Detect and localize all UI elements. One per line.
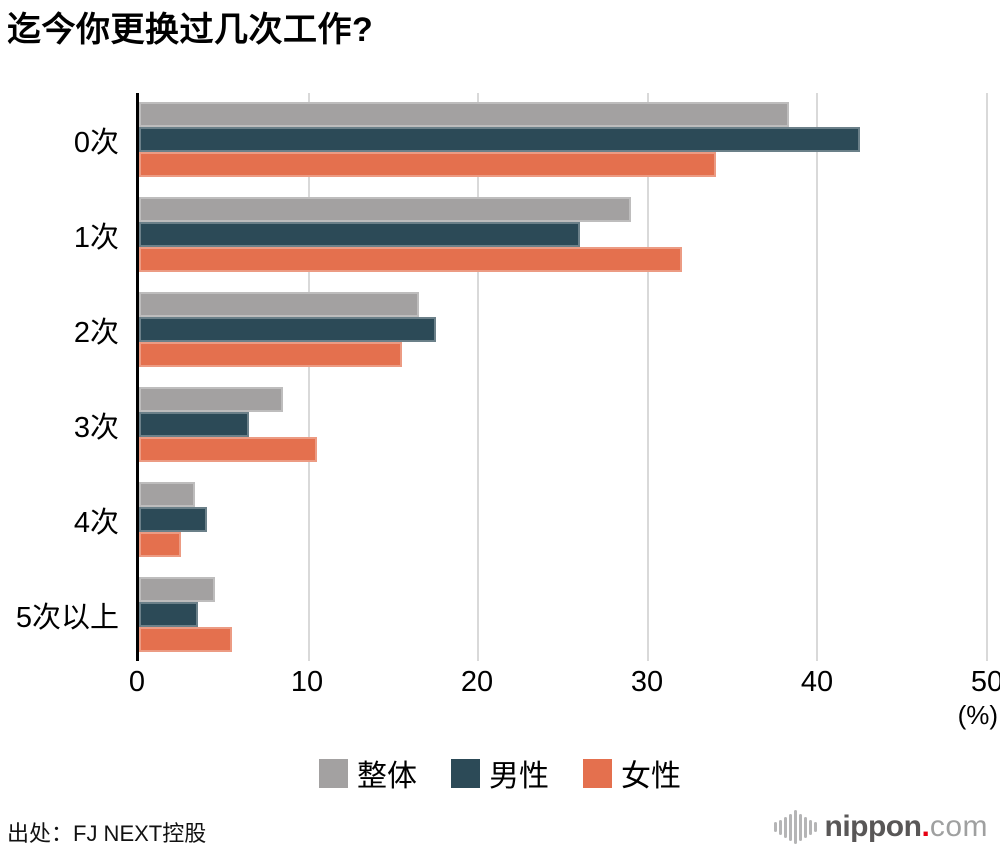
bar-女性-3次 [139,437,318,462]
bar-女性-1次 [139,247,682,272]
bar-男性-5次以上 [139,602,199,627]
legend-swatch-female [583,758,612,788]
legend-swatch-overall [319,758,348,788]
category-label-1次: 1次 [73,221,119,254]
logo-text-nippon: nippon [824,810,922,843]
bar-整体-5次以上 [139,577,216,602]
logo-wordmark: nippon.com [825,810,989,844]
legend-item-male: 男性 [451,751,549,795]
category-label-5次以上: 5次以上 [15,601,119,634]
bar-整体-2次 [139,292,419,317]
logo-dot: . [921,810,930,843]
gridline-40 [816,93,819,661]
bar-男性-0次 [139,127,860,152]
x-tick-label-50: 50 [970,666,1000,698]
category-label-2次: 2次 [73,316,119,349]
bar-男性-1次 [139,222,580,247]
gridline-50 [986,93,988,661]
bar-女性-4次 [139,532,182,557]
legend-item-overall: 整体 [319,751,417,795]
x-tick-label-0: 0 [128,666,146,698]
legend-label-overall: 整体 [357,760,417,793]
bar-男性-2次 [139,317,436,342]
legend-item-female: 女性 [583,751,681,795]
bar-男性-3次 [139,412,250,437]
nippon-waveform-icon [773,808,817,846]
legend-swatch-male [451,758,480,788]
legend-label-female: 女性 [621,760,681,793]
x-tick-label-30: 30 [630,666,664,698]
nippon-logo: nippon.com [773,808,989,846]
source-text: 出处：FJ NEXT控股 [7,821,207,846]
x-axis-unit-label: (%) [957,700,998,730]
bar-女性-0次 [139,152,716,177]
bar-女性-2次 [139,342,402,367]
bar-整体-4次 [139,482,195,507]
bar-整体-1次 [139,197,631,222]
bar-男性-4次 [139,507,207,532]
x-tick-label-10: 10 [290,666,324,698]
category-label-3次: 3次 [73,411,119,444]
gridline-20 [477,93,480,661]
bar-整体-0次 [139,102,789,127]
bar-整体-3次 [139,387,284,412]
logo-text-com: com [929,810,988,843]
plot-area [136,93,988,661]
category-label-4次: 4次 [73,506,119,539]
gridline-30 [646,93,649,661]
legend-label-male: 男性 [489,760,549,793]
x-tick-label-20: 20 [460,666,494,698]
category-label-0次: 0次 [73,126,119,159]
bar-女性-5次以上 [139,627,233,652]
chart-title: 迄今你更换过几次工作? [7,11,374,49]
x-tick-label-40: 40 [800,666,834,698]
gridline-10 [307,93,310,661]
legend: 整体 男性 女性 [0,751,1000,795]
